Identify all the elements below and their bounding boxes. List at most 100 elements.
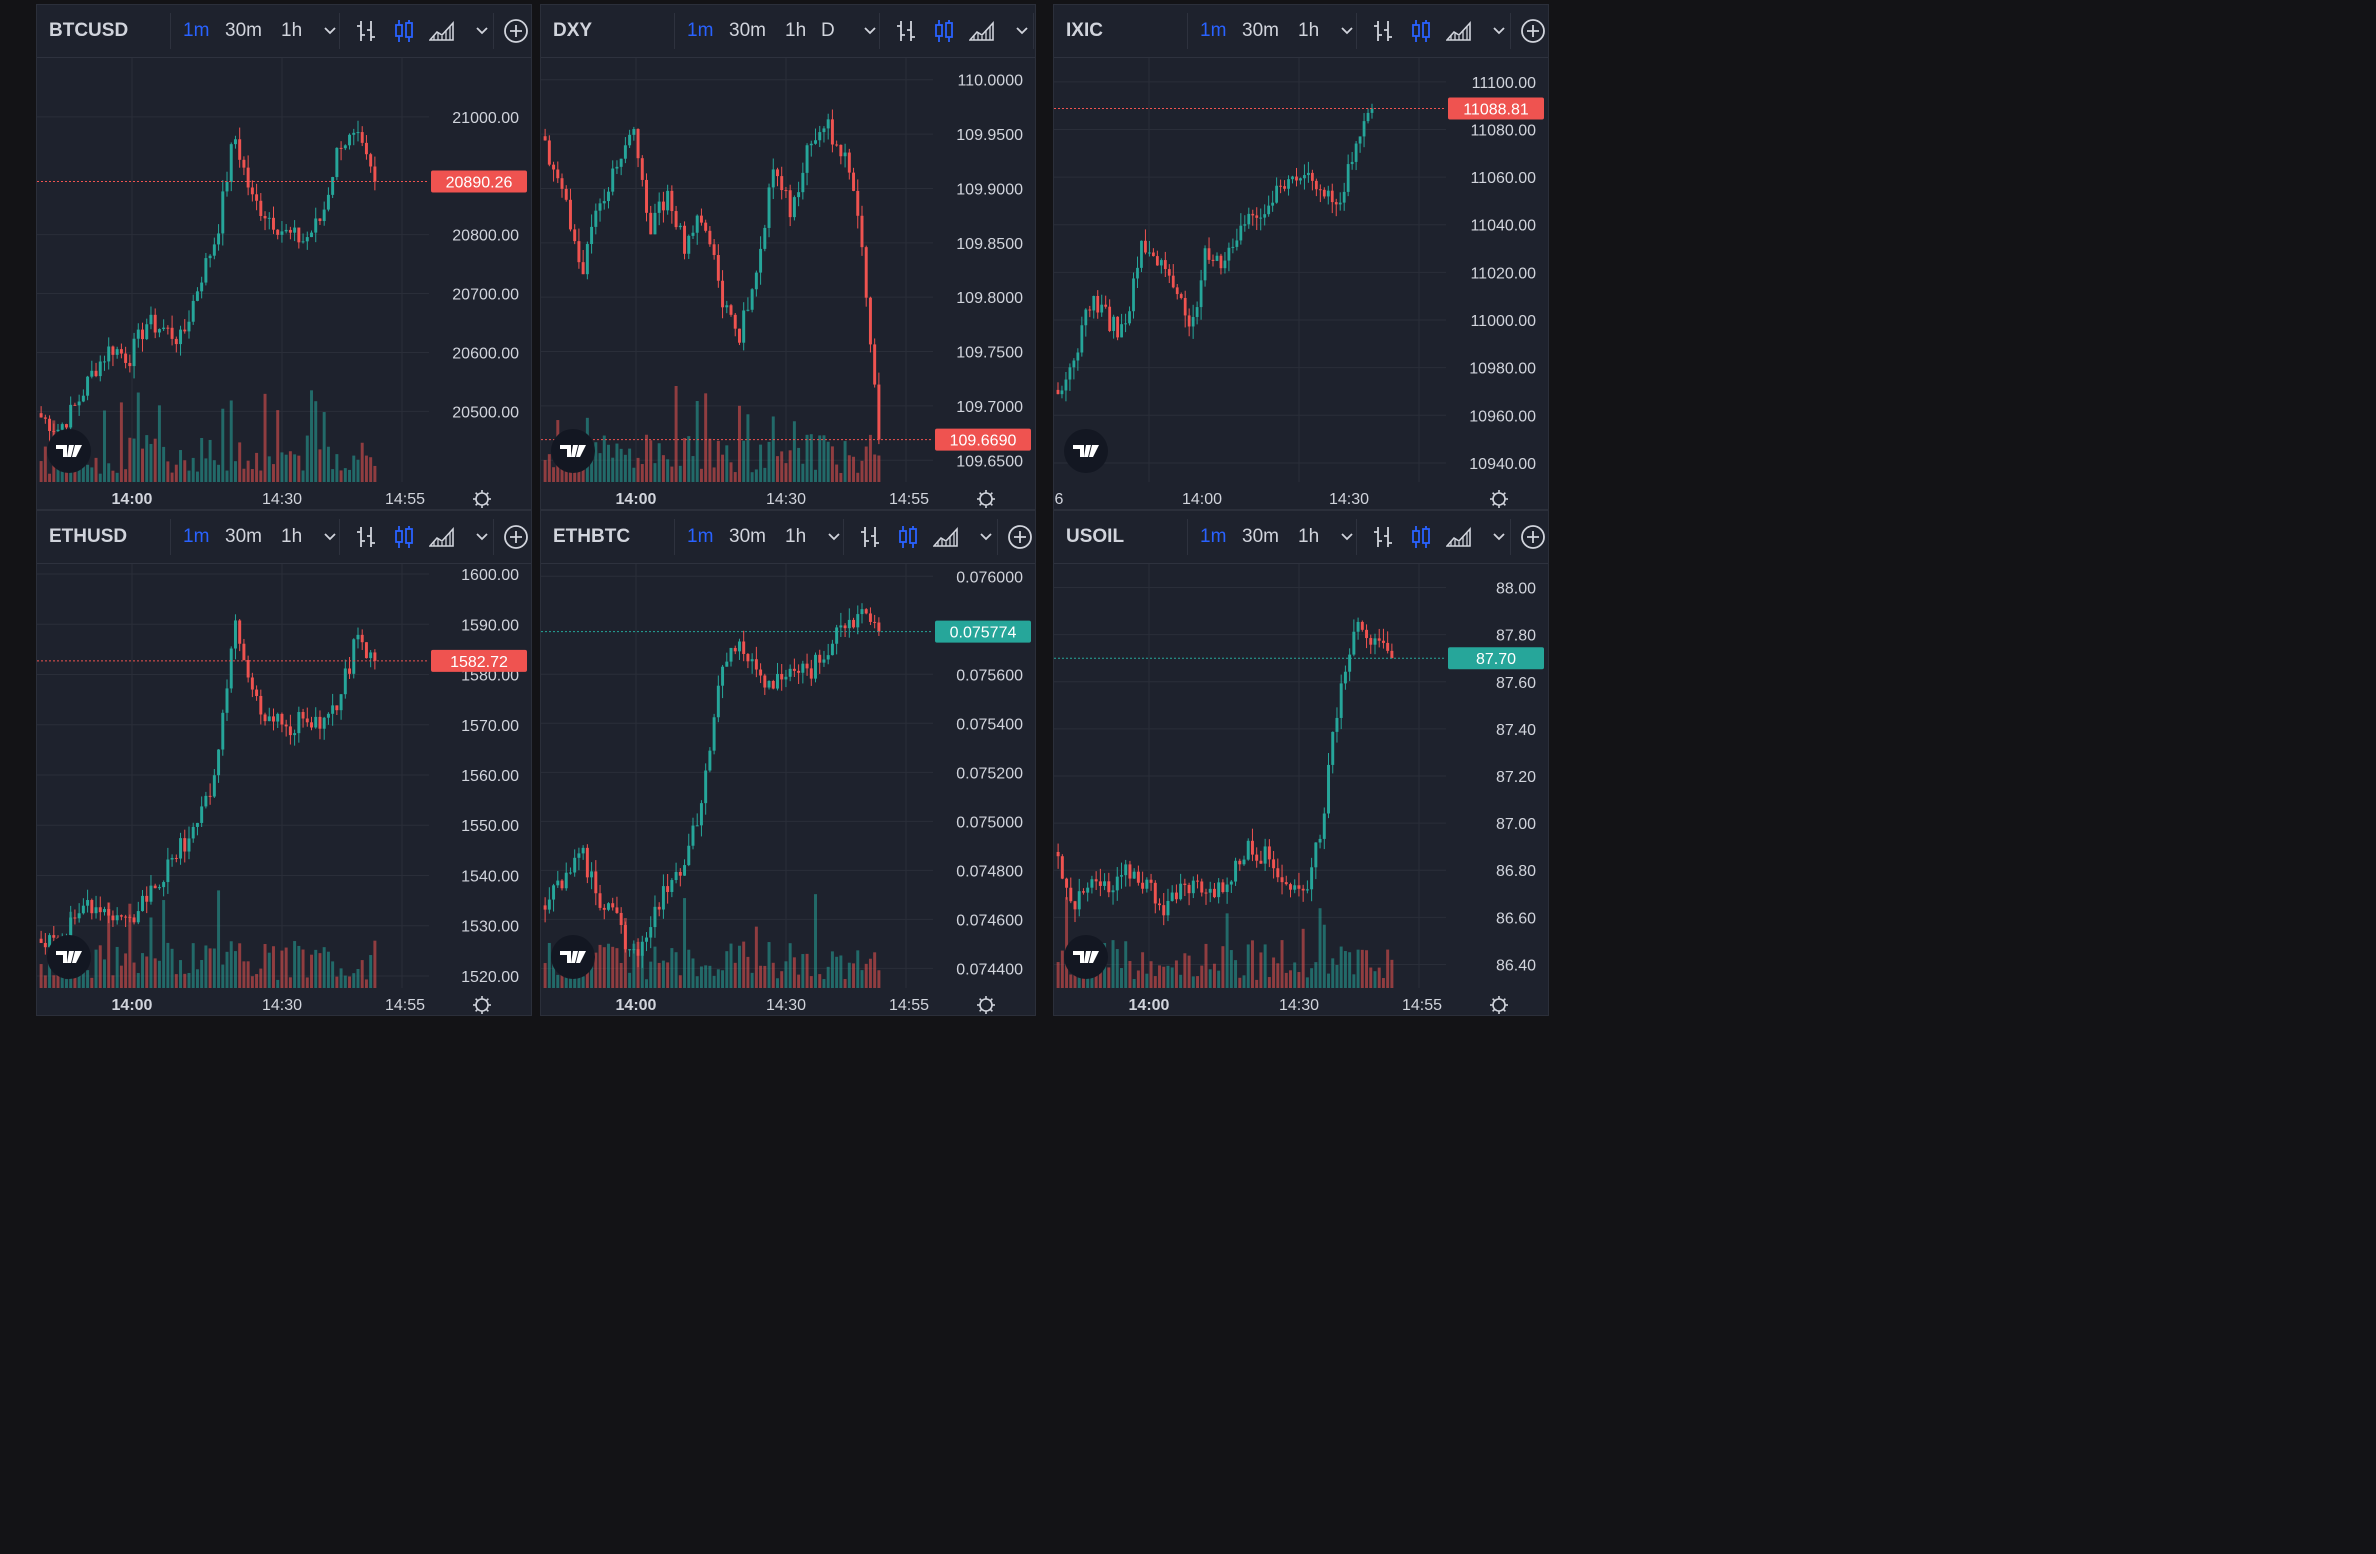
add-circle-icon[interactable] <box>1520 524 1546 550</box>
volume-bar <box>272 464 275 482</box>
volume-bar <box>1187 955 1191 988</box>
bar-chart-icon[interactable] <box>353 524 379 550</box>
chart-canvas[interactable]: 21000.00 20800.00 20700.00 20600.00 20500.00… <box>37 58 532 510</box>
gear-icon[interactable] <box>977 996 995 1014</box>
volume-bar <box>98 473 102 482</box>
gear-icon[interactable] <box>473 490 491 508</box>
symbol-name[interactable]: BTCUSD <box>49 20 129 41</box>
timeframe-1h[interactable]: 1h <box>281 526 303 547</box>
candle <box>124 916 128 918</box>
toolbar-divider <box>170 519 171 555</box>
chevron-down-icon[interactable] <box>317 18 343 44</box>
chevron-down-icon[interactable] <box>317 524 343 550</box>
volume-bar <box>111 975 115 988</box>
candles-icon[interactable] <box>895 524 921 550</box>
chevron-down-icon[interactable] <box>1486 18 1512 44</box>
chevron-down-icon[interactable] <box>1486 524 1512 550</box>
candle <box>568 199 572 230</box>
tradingview-logo[interactable] <box>1064 935 1108 979</box>
x-axis-tick-label: 14:55 <box>385 997 425 1014</box>
tradingview-logo[interactable] <box>551 935 595 979</box>
timeframe-30m[interactable]: 30m <box>729 20 766 41</box>
bar-chart-icon[interactable] <box>353 18 379 44</box>
candle <box>217 233 221 245</box>
toolbar-divider <box>1356 519 1357 555</box>
symbol-name[interactable]: USOIL <box>1066 526 1125 547</box>
area-chart-icon[interactable] <box>1446 524 1472 550</box>
candle <box>771 681 775 689</box>
symbol-name[interactable]: DXY <box>553 20 593 41</box>
bar-chart-icon[interactable] <box>1370 524 1396 550</box>
timeframe-1h[interactable]: 1h <box>1298 526 1320 547</box>
volume-bar <box>1183 953 1187 988</box>
add-circle-icon[interactable] <box>503 524 529 550</box>
candles-icon[interactable] <box>1408 18 1434 44</box>
symbol-name[interactable]: ETHUSD <box>49 526 128 547</box>
candle <box>573 229 577 242</box>
chevron-down-icon[interactable] <box>857 18 883 44</box>
chevron-down-icon[interactable] <box>469 524 495 550</box>
candle <box>746 309 750 311</box>
timeframe-30m[interactable]: 30m <box>225 20 262 41</box>
chevron-down-icon[interactable] <box>469 18 495 44</box>
candle <box>598 203 602 211</box>
chevron-down-icon[interactable] <box>1334 524 1360 550</box>
timeframe-1h[interactable]: 1h <box>281 20 303 41</box>
candle <box>1276 868 1280 878</box>
tradingview-logo[interactable] <box>551 429 595 473</box>
gear-icon[interactable] <box>1490 996 1508 1014</box>
area-chart-icon[interactable] <box>933 524 959 550</box>
timeframe-1h[interactable]: 1h <box>1298 20 1320 41</box>
candles-icon[interactable] <box>1408 524 1434 550</box>
bar-chart-icon[interactable] <box>857 524 883 550</box>
area-chart-icon[interactable] <box>1446 18 1472 44</box>
timeframe-30m[interactable]: 30m <box>1242 20 1279 41</box>
tradingview-logo[interactable] <box>47 429 91 473</box>
candles-icon[interactable] <box>391 524 417 550</box>
timeframe-1m[interactable]: 1m <box>687 526 714 547</box>
timeframe-1m[interactable]: 1m <box>183 526 210 547</box>
chart-canvas[interactable]: 1600.001590.001580.001570.001560.001550.… <box>37 564 532 1016</box>
symbol-name[interactable]: IXIC <box>1066 20 1103 41</box>
x-axis-tick-label: 14:00 <box>112 997 153 1014</box>
timeframe-extra[interactable]: D <box>821 20 835 41</box>
chevron-down-icon[interactable] <box>1334 18 1360 44</box>
bar-chart-icon[interactable] <box>1370 18 1396 44</box>
tradingview-logo[interactable] <box>1064 429 1108 473</box>
chevron-down-icon[interactable] <box>1009 18 1035 44</box>
chart-canvas[interactable]: 88.00 87.80 87.60 87.40 87.20 87.00 86.80 86.60… <box>1054 564 1549 1016</box>
add-circle-icon[interactable] <box>1007 524 1033 550</box>
tradingview-logo[interactable] <box>47 935 91 979</box>
timeframe-1h[interactable]: 1h <box>785 526 807 547</box>
volume-bar <box>145 956 149 988</box>
timeframe-30m[interactable]: 30m <box>225 526 262 547</box>
bar-chart-icon[interactable] <box>893 18 919 44</box>
candle <box>90 900 94 914</box>
gear-icon[interactable] <box>473 996 491 1014</box>
gear-icon[interactable] <box>977 490 995 508</box>
chevron-down-icon[interactable] <box>821 524 847 550</box>
timeframe-30m[interactable]: 30m <box>1242 526 1279 547</box>
volume-bar <box>200 960 204 988</box>
timeframe-1m[interactable]: 1m <box>1200 20 1227 41</box>
timeframe-1m[interactable]: 1m <box>687 20 714 41</box>
volume-bar <box>1124 941 1128 988</box>
timeframe-30m[interactable]: 30m <box>729 526 766 547</box>
candles-icon[interactable] <box>931 18 957 44</box>
chart-canvas[interactable]: 110.0000 109.9500 109.9000 109.8500 109.8000… <box>541 58 1036 510</box>
add-circle-icon[interactable] <box>503 18 529 44</box>
chart-canvas[interactable]: 11100.00 11080.00 11060.00 11040.00 11020.00… <box>1054 58 1549 510</box>
timeframe-1m[interactable]: 1m <box>183 20 210 41</box>
candle <box>619 158 623 167</box>
chart-canvas[interactable]: 0.076000 0.075600 0.075400 0.075200 0.075000… <box>541 564 1036 1016</box>
area-chart-icon[interactable] <box>429 524 455 550</box>
candles-icon[interactable] <box>391 18 417 44</box>
area-chart-icon[interactable] <box>429 18 455 44</box>
area-chart-icon[interactable] <box>969 18 995 44</box>
timeframe-1m[interactable]: 1m <box>1200 526 1227 547</box>
chevron-down-icon[interactable] <box>973 524 999 550</box>
timeframe-1h[interactable]: 1h <box>785 20 807 41</box>
add-circle-icon[interactable] <box>1520 18 1546 44</box>
gear-icon[interactable] <box>1490 490 1508 508</box>
symbol-name[interactable]: ETHBTC <box>553 526 631 547</box>
